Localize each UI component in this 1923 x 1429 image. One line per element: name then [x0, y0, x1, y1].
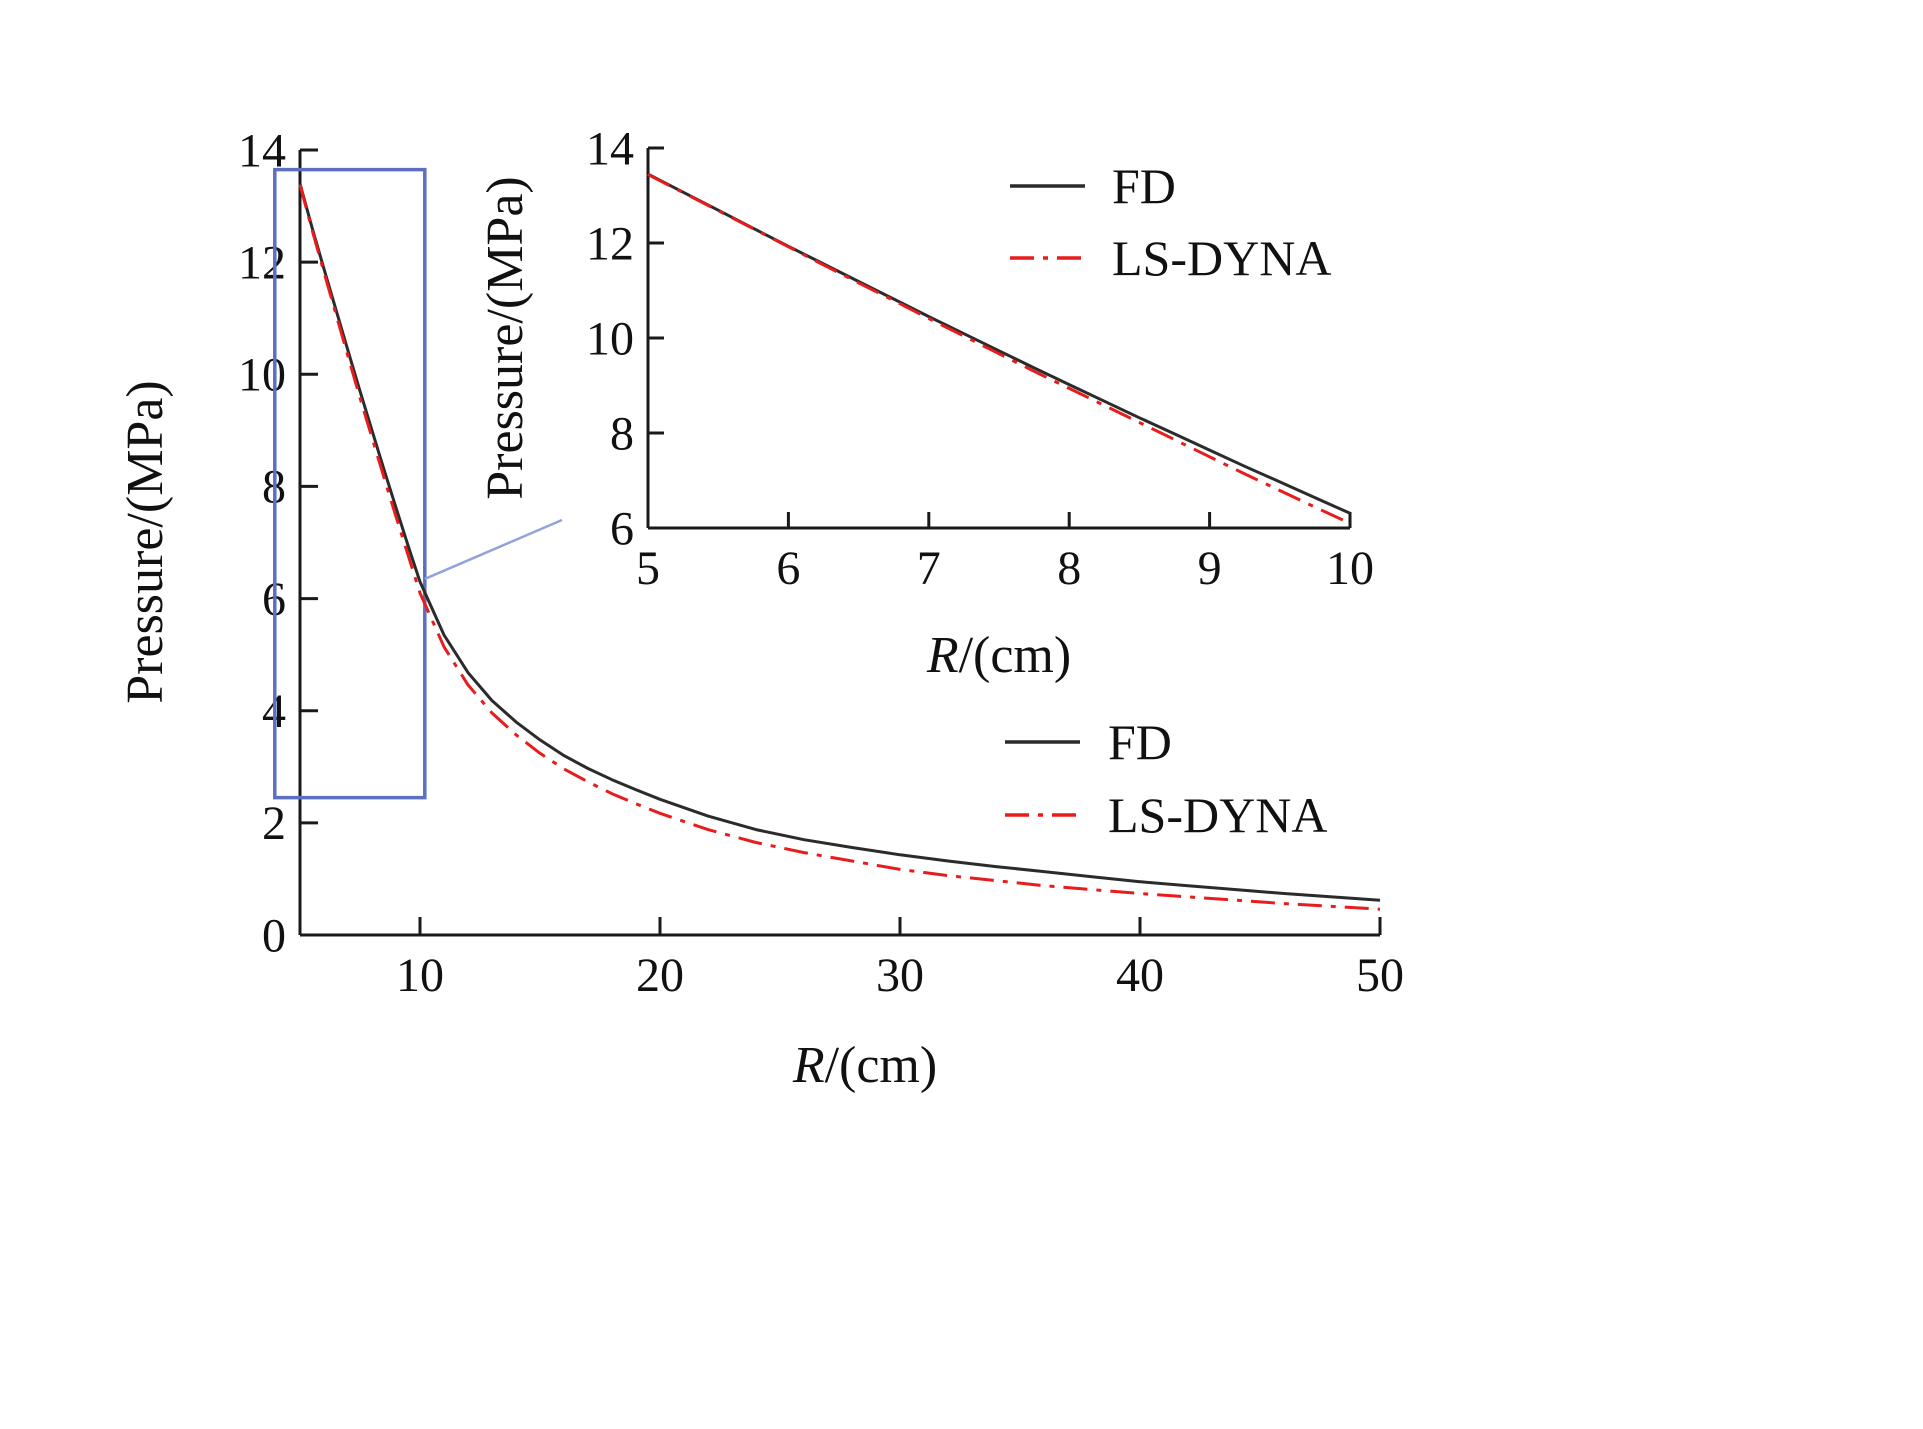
zoom-connector-line [424, 518, 563, 581]
main-y-axis-title: Pressure/(MPa) [117, 380, 174, 704]
y-tick-label: 12 [586, 217, 634, 270]
x-tick-label: 10 [396, 949, 444, 1002]
main-x-axis-title: R/(cm) [792, 1037, 937, 1094]
series-ls-dyna [647, 173, 1351, 525]
y-tick-label: 6 [610, 502, 634, 555]
y-tick-label: 2 [262, 797, 286, 850]
inset-y-axis-title: Pressure/(MPa) [477, 176, 534, 500]
series-ls-dyna [298, 184, 1381, 911]
x-tick-label: 8 [1057, 542, 1081, 595]
x-tick-label: 6 [776, 542, 800, 595]
main-legend-lsdyna-label: LS-DYNA [1108, 787, 1327, 843]
y-tick-label: 10 [586, 312, 634, 365]
inset-legend-fd-label: FD [1112, 158, 1176, 214]
x-tick-label: 20 [636, 949, 684, 1002]
inset-x-axis-title: R/(cm) [926, 627, 1071, 684]
x-tick-label: 7 [917, 542, 941, 595]
x-tick-label: 40 [1116, 949, 1164, 1002]
x-tick-label: 10 [1326, 542, 1374, 595]
main-legend: FD LS-DYNA [1005, 714, 1327, 843]
zoom-region-box [273, 167, 427, 800]
x-tick-label: 9 [1198, 542, 1222, 595]
y-tick-label: 0 [262, 909, 286, 962]
y-tick-label: 8 [610, 407, 634, 460]
inset-legend: FD LS-DYNA [1010, 158, 1331, 286]
x-tick-label: 5 [636, 542, 660, 595]
y-tick-label: 14 [586, 122, 634, 175]
series-fd [298, 183, 1381, 902]
inset-legend-lsdyna-label: LS-DYNA [1112, 230, 1331, 286]
x-tick-label: 30 [876, 949, 924, 1002]
y-tick-label: 12 [238, 236, 286, 289]
y-tick-label: 10 [238, 349, 286, 402]
main-legend-fd-label: FD [1108, 714, 1172, 770]
x-tick-label: 50 [1356, 949, 1404, 1002]
